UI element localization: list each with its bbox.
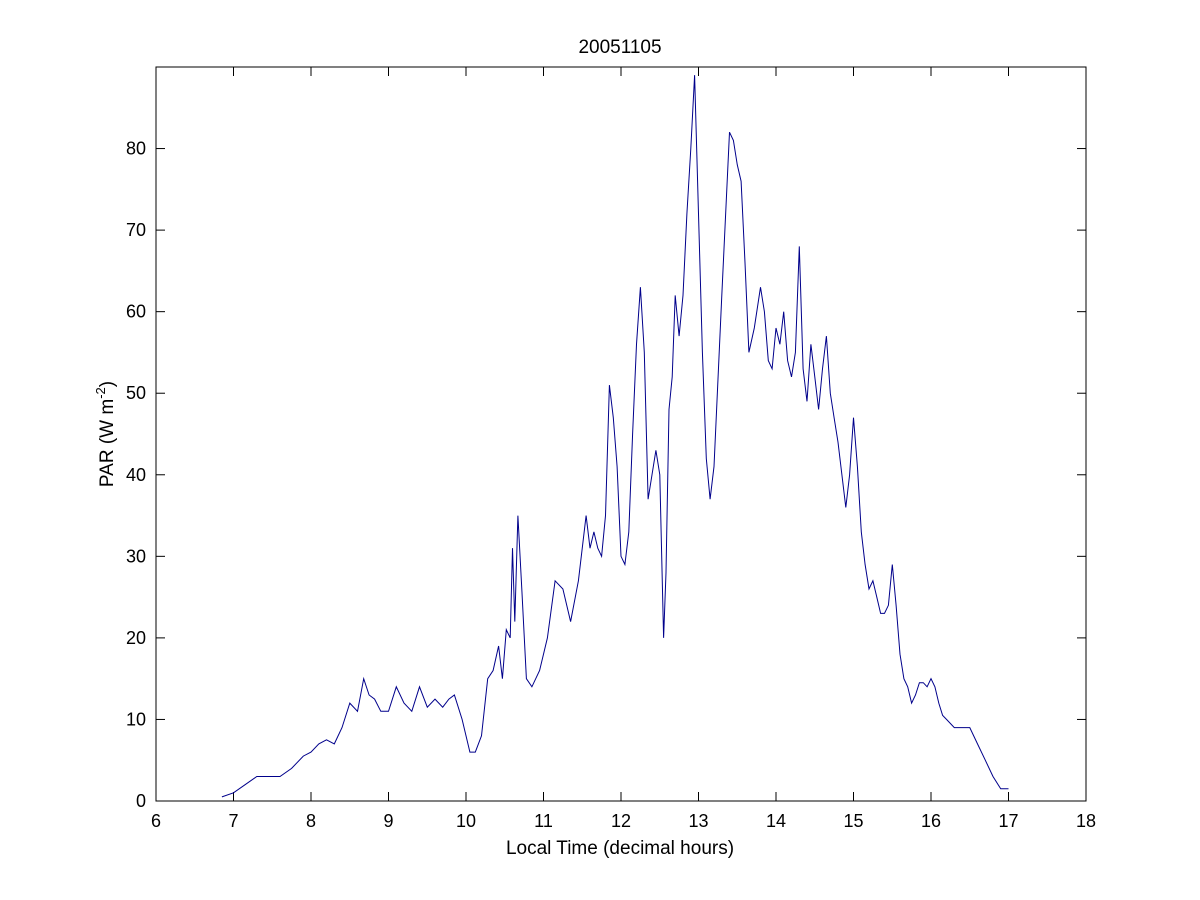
x-tick-label-10: 16 [921, 811, 941, 831]
y-axis-label-main: PAR (W m [97, 399, 118, 487]
x-tick-label-4: 10 [456, 811, 476, 831]
x-tick-label-3: 9 [383, 811, 393, 831]
x-tick-label-12: 18 [1076, 811, 1096, 831]
x-tick-label-2: 8 [306, 811, 316, 831]
x-tick-label-0: 6 [151, 811, 161, 831]
y-tick-label-4: 40 [126, 465, 146, 485]
x-axis-label: Local Time (decimal hours) [506, 838, 734, 859]
plot-area [155, 66, 1087, 802]
x-tick-label-9: 15 [843, 811, 863, 831]
chart-title: 20051105 [578, 37, 661, 58]
x-tick-label-6: 12 [611, 811, 631, 831]
y-axis-label-close: ) [97, 381, 118, 387]
y-tick-label-5: 50 [126, 383, 146, 403]
x-tick-label-7: 13 [688, 811, 708, 831]
y-axis-label: PAR (W m-2) [93, 381, 118, 487]
x-tick-label-1: 7 [228, 811, 238, 831]
x-tick-label-8: 14 [766, 811, 786, 831]
x-axis-tick-labels: 6 7 8 9 10 11 12 13 14 15 16 17 18 [151, 811, 1096, 831]
x-tick-label-5: 11 [534, 811, 553, 831]
y-axis-label-superscript: -2 [93, 387, 108, 399]
y-tick-label-1: 10 [126, 709, 146, 729]
y-tick-label-3: 30 [126, 546, 146, 566]
y-tick-label-8: 80 [126, 139, 146, 159]
par-series-line [221, 75, 1009, 798]
x-tick-label-11: 17 [998, 811, 1018, 831]
x-axis-ticks [155, 67, 1087, 801]
y-tick-label-6: 60 [126, 302, 146, 322]
y-tick-label-2: 20 [126, 628, 146, 648]
y-axis-tick-labels: 0 10 20 30 40 50 60 70 80 [126, 139, 146, 811]
y-axis-ticks [156, 148, 1086, 802]
y-tick-label-0: 0 [136, 791, 146, 811]
y-tick-label-7: 70 [126, 220, 146, 240]
